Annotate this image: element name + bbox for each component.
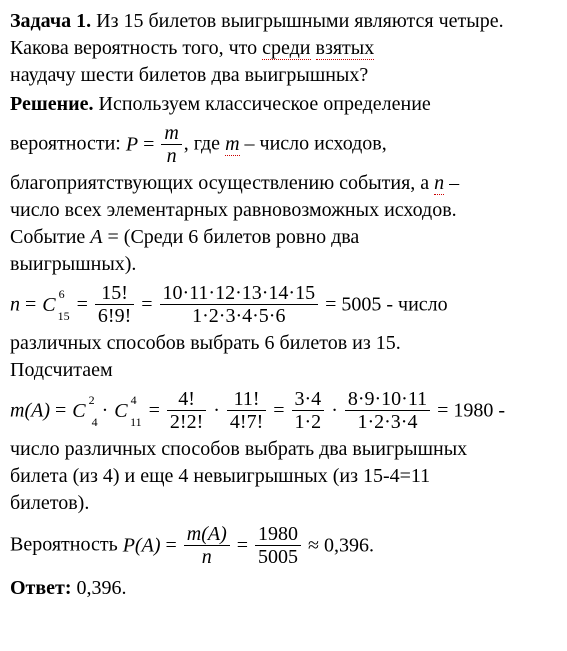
m-eq3: = [268, 400, 289, 422]
num: 15! [95, 282, 134, 305]
answer-line: Ответ: 0,396. [10, 575, 557, 602]
task-paragraph: Задача 1. Из 15 билетов выигрышными явля… [10, 8, 557, 89]
equals-sign: = [138, 134, 159, 156]
var-P: P [126, 134, 138, 156]
frac-15fact: 15!6!9! [95, 282, 134, 328]
den: 1·2·3·4·5·6 [160, 305, 319, 328]
frac-4fact: 4!2!2! [167, 388, 206, 434]
eq2: = [72, 294, 93, 316]
den: 4!7! [227, 411, 266, 434]
eq4: = 5005 [320, 294, 381, 316]
den: 1·2 [292, 411, 325, 434]
m-line2: число различных способов выбрать два выи… [10, 438, 467, 460]
binom-sub: 15 [58, 308, 70, 324]
space [311, 37, 316, 59]
fraction-numerator: m [161, 122, 181, 145]
n-line2: различных способов выбрать 6 билетов из … [10, 332, 401, 354]
frac-891011: 8·9·10·111·2·3·4 [345, 388, 430, 434]
binom-C-11-4: C411 [114, 398, 127, 425]
binom-base: C [72, 400, 85, 422]
num: 8·9·10·11 [345, 388, 430, 411]
binom-sup: 2 [89, 392, 95, 408]
den: 5005 [255, 546, 301, 569]
frac-1980-5005: 19805005 [255, 523, 301, 569]
num: 10·11·12·13·14·15 [160, 282, 319, 305]
var-m: m [225, 133, 239, 156]
calc-n-line: n = C615 = 15!6!9! = 10·11·12·13·14·151·… [10, 282, 557, 328]
solution-intro: Решение. Используем классическое определ… [10, 91, 557, 118]
m-eq2: = [144, 400, 165, 422]
frac-11fact: 11!4!7! [227, 388, 266, 434]
solution-text-2: благоприятствующих осуществлению события… [10, 170, 557, 278]
n-tail: - число [381, 294, 447, 316]
calc-m-line: m(A) = C24 · C411 = 4!2!2! · 11!4!7! = 3… [10, 388, 557, 434]
binom-C-4-2: C24 [72, 398, 85, 425]
mult2: · [326, 400, 343, 422]
P-lead: Вероятность [10, 534, 123, 556]
m-line3: билета (из 4) и еще 4 невыигрышных (из 1… [10, 465, 430, 487]
PA-lhs: P(A) [123, 535, 161, 557]
P-eq2: = [232, 535, 253, 557]
var-n: n [434, 172, 444, 195]
P-eq1: = [160, 535, 181, 557]
event-a-1: Событие [10, 226, 90, 248]
eq3: = [136, 294, 157, 316]
binom-sup: 6 [59, 286, 65, 302]
text-before-formula: вероятности: [10, 133, 126, 155]
event-a-3: выигрышных). [10, 253, 136, 275]
text-after-formula-1: , где [184, 133, 225, 155]
event-a-2: = (Среди 6 билетов ровно два [103, 226, 360, 248]
answer-label: Ответ: [10, 577, 72, 599]
den: 1·2·3·4 [345, 411, 430, 434]
task-label: Задача 1. [10, 10, 91, 32]
solution-label: Решение. [10, 93, 94, 115]
P-approx: ≈ 0,396. [303, 535, 374, 557]
mult1: · [208, 400, 225, 422]
var-n-lhs: n [10, 294, 20, 316]
num: 1980 [255, 523, 301, 546]
m-eq4: = 1980 [432, 400, 493, 422]
line-b: – [444, 172, 459, 194]
m-tail: - [493, 400, 505, 422]
den: 2!2! [167, 411, 206, 434]
den: 6!9! [95, 305, 134, 328]
frac-34: 3·41·2 [292, 388, 325, 434]
probability-definition: вероятности: P = mn, где m – число исход… [10, 122, 557, 168]
n-line3: Подсчитаем [10, 359, 113, 381]
frac-expanded: 10·11·12·13·14·151·2·3·4·5·6 [160, 282, 319, 328]
text-after-formula-2: – число исходов, [240, 133, 387, 155]
mA-lhs: m(A) [10, 400, 50, 422]
m-line4: билетов). [10, 492, 89, 514]
m-eq1: = [50, 400, 71, 422]
binom-base: C [42, 294, 55, 316]
binom-sub: 4 [92, 414, 98, 430]
dotted-word-2: взятых [316, 37, 375, 60]
dotted-word-1: среди [262, 37, 310, 60]
var-A: A [90, 226, 102, 248]
den: n [184, 546, 230, 569]
dot: · [97, 400, 114, 422]
calc-m-text: число различных способов выбрать два выи… [10, 436, 557, 517]
num: 3·4 [292, 388, 325, 411]
line-5: число всех элементарных равновозможных и… [10, 199, 457, 221]
binom-sub: 11 [130, 414, 142, 430]
fraction-m-over-n: mn [161, 122, 181, 168]
calc-n-text: различных способов выбрать 6 билетов из … [10, 330, 557, 384]
fraction-denominator: n [161, 145, 181, 168]
frac-mA-n: m(A)n [184, 523, 230, 569]
eq1: = [20, 294, 41, 316]
line-a: благоприятствующих осуществлению события… [10, 172, 434, 194]
binom-sup: 4 [131, 392, 137, 408]
num: m(A) [184, 523, 230, 546]
num: 11! [227, 388, 266, 411]
num: 4! [167, 388, 206, 411]
task-text-2: наудачу шести билетов два выигрышных? [10, 64, 368, 86]
solution-text-1: Используем классическое определение [94, 93, 431, 115]
binom-C-15-6: C615 [42, 292, 55, 319]
binom-base: C [114, 400, 127, 422]
calc-P-line: Вероятность P(A) = m(A)n = 19805005 ≈ 0,… [10, 523, 557, 569]
answer-value: 0,396. [72, 577, 127, 599]
